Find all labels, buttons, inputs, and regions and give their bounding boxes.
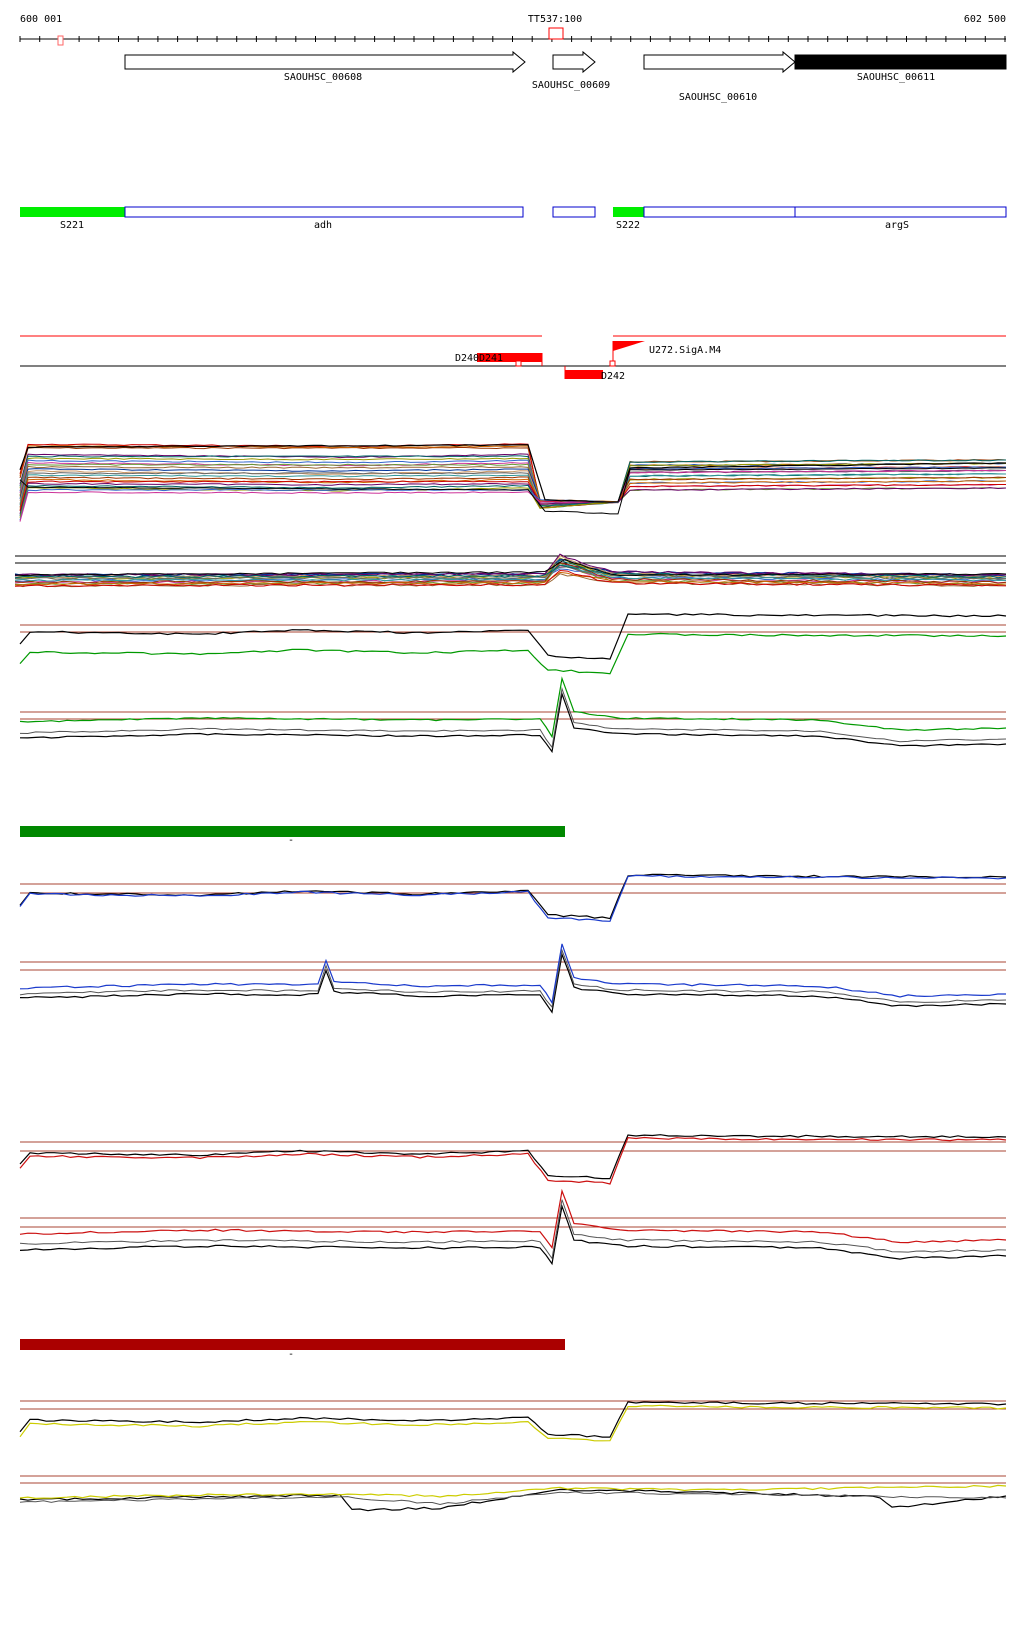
profile-line <box>15 571 1007 586</box>
profile-line <box>19 444 1007 503</box>
signal-trace <box>19 873 1007 920</box>
gene-label: SAOUHSC_00608 <box>284 72 362 83</box>
signal-trace <box>19 1488 1007 1512</box>
signal-trace <box>19 691 1007 754</box>
downshift-d242[interactable] <box>565 370 603 379</box>
downshift-d241[interactable] <box>477 353 542 362</box>
profile-line <box>19 478 1007 510</box>
profile-line <box>19 467 1007 515</box>
profile-line <box>14 564 1007 582</box>
profile-line <box>19 469 1007 522</box>
coordinate-ruler: 600 001 602 500 TT537:100 <box>19 14 1006 46</box>
signal-trace <box>19 943 1006 1005</box>
segment-adh[interactable] <box>124 206 524 218</box>
signal-trace <box>19 686 1007 749</box>
profile-line <box>14 562 1007 584</box>
gene-label: SAOUHSC_00609 <box>532 80 610 91</box>
profile-line <box>19 476 1007 509</box>
signal-trace <box>19 676 1007 739</box>
feature-label-d242: D242 <box>601 371 625 382</box>
signal-trace <box>19 874 1007 922</box>
gene-track: SAOUHSC_00608 SAOUHSC_00609 SAOUHSC_0061… <box>124 50 1007 103</box>
signal-trace <box>19 1404 1007 1442</box>
signal-trace <box>19 1136 1007 1185</box>
upshift-u272[interactable] <box>613 341 645 351</box>
expression-profile-track-upper <box>19 443 1007 522</box>
signal-trace <box>19 952 1007 1014</box>
profile-line <box>19 443 1007 505</box>
condition-bar-caption: - <box>288 835 294 846</box>
feature-label-u272: U272.SigA.M4 <box>649 345 721 356</box>
segment-unit[interactable] <box>552 206 596 218</box>
expression-profile-track-lower <box>14 553 1007 588</box>
segment-args[interactable] <box>794 206 1007 218</box>
profile-line <box>14 566 1007 580</box>
condition-bar-red-group: - <box>20 1339 565 1360</box>
gene-label: SAOUHSC_00610 <box>679 92 757 103</box>
profile-line <box>14 564 1007 579</box>
signal-trace <box>19 1188 1007 1250</box>
profile-line <box>19 459 1006 516</box>
profile-line <box>19 472 1006 507</box>
ruler-ticks <box>19 36 1006 42</box>
paired-signal-tracks <box>19 613 1007 1512</box>
segment-unit[interactable] <box>643 206 796 218</box>
shift-feature-track: D240 D241 D242 U272.SigA.M4 <box>20 335 1006 382</box>
condition-bar-green[interactable] <box>20 826 565 837</box>
ruler-start-label: 600 001 <box>20 14 62 25</box>
upshift-marker <box>609 360 616 367</box>
profile-line <box>14 558 1007 577</box>
profile-line <box>19 480 1006 512</box>
profile-line <box>19 453 1007 507</box>
gene-box-saouhsc-00611[interactable] <box>794 54 1007 70</box>
condition-bar-caption: - <box>288 1349 294 1360</box>
segment-s222[interactable] <box>613 207 644 217</box>
profile-line <box>19 482 1007 515</box>
ruler-end-label: 602 500 <box>964 14 1006 25</box>
segment-label: S222 <box>616 220 640 231</box>
signal-trace <box>19 948 1007 1009</box>
signal-trace <box>19 1134 1007 1180</box>
condition-bar-green-group: - <box>20 826 565 846</box>
segment-label: argS <box>885 220 909 231</box>
position-marker <box>57 35 64 46</box>
signal-trace <box>19 613 1007 660</box>
terminator-label[interactable]: TT537:100 <box>528 14 582 25</box>
gene-arrow-saouhsc-00608[interactable] <box>124 50 526 74</box>
gene-arrow-saouhsc-00609[interactable] <box>552 50 596 74</box>
condition-bar-red[interactable] <box>20 1339 565 1350</box>
feature-label-d241: D241 <box>479 353 503 364</box>
segment-track: S221 adh S222 argS <box>20 206 1007 231</box>
signal-trace <box>19 1203 1007 1266</box>
segment-s221[interactable] <box>20 207 125 217</box>
signal-trace <box>19 632 1007 675</box>
feature-label-d240: D240 <box>455 353 479 364</box>
signal-trace <box>19 1491 1007 1506</box>
segment-label: S221 <box>60 220 84 231</box>
downshift-marker <box>515 360 522 367</box>
signal-trace <box>19 1484 1007 1500</box>
gene-label: SAOUHSC_00611 <box>857 72 935 83</box>
signal-trace <box>19 1401 1007 1438</box>
gene-arrow-saouhsc-00610[interactable] <box>643 50 796 74</box>
terminator-marker[interactable] <box>548 27 564 40</box>
profile-line <box>14 569 1007 588</box>
signal-trace <box>19 1199 1007 1260</box>
segment-label: adh <box>314 220 332 231</box>
